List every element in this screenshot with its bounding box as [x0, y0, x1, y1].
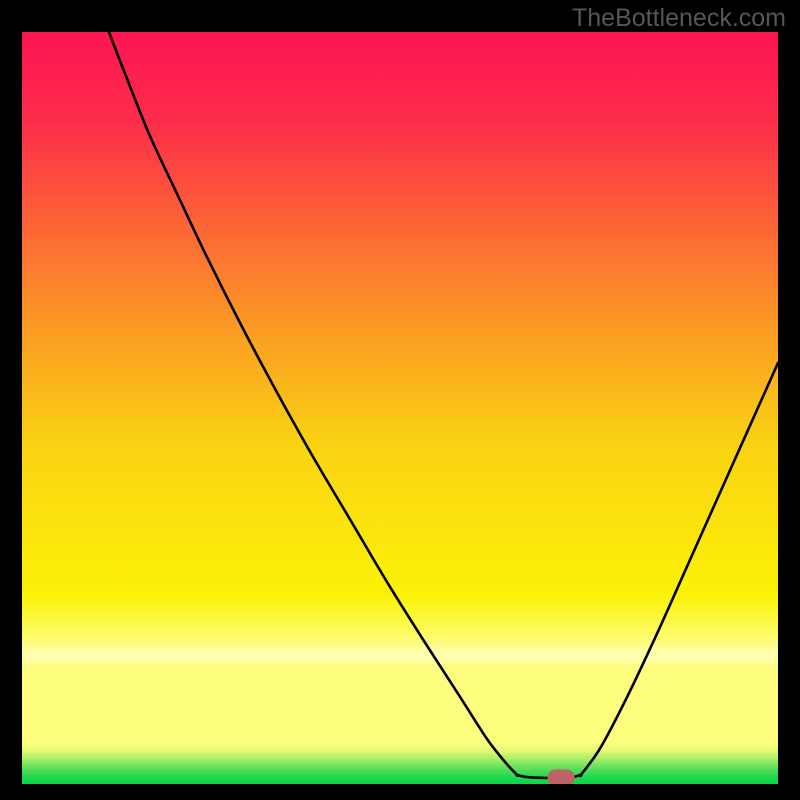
plot-background — [22, 32, 778, 784]
watermark-text: TheBottleneck.com — [572, 4, 786, 33]
optimal-marker — [547, 769, 574, 786]
chart-container: TheBottleneck.com — [0, 0, 800, 800]
bottleneck-chart-svg — [0, 0, 800, 800]
